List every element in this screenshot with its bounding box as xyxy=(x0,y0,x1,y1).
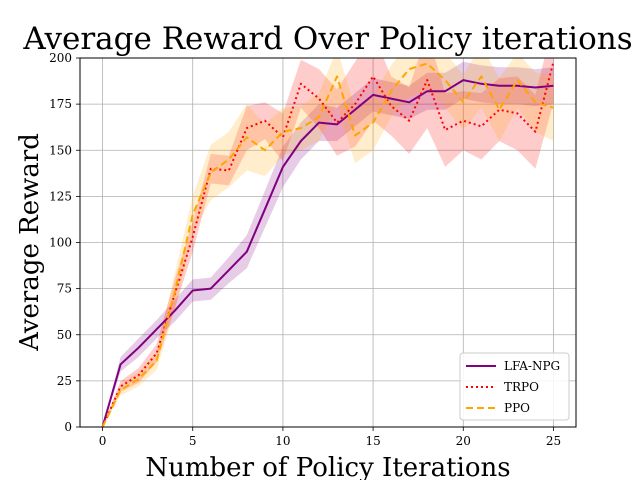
axis-ticks: 0 5 10 15 20 25 0 25 50 75 100 125 150 175 200 xyxy=(49,51,561,448)
band-lfa-npg xyxy=(102,61,554,427)
legend: LFA-NPG TRPO PPO xyxy=(459,352,570,421)
grid xyxy=(80,57,576,428)
y-tick-label: 75 xyxy=(57,282,72,296)
y-tick-label: 25 xyxy=(57,374,72,388)
series-lines xyxy=(101,61,555,427)
band-trpo xyxy=(102,58,554,427)
legend-label: TRPO xyxy=(504,380,539,394)
x-tick-label: 0 xyxy=(99,434,107,448)
series-line-lfa-npg xyxy=(101,79,554,427)
band-ppo xyxy=(102,58,554,427)
y-tick-label: 200 xyxy=(49,51,72,65)
x-tick-label: 25 xyxy=(546,434,561,448)
series-line-ppo xyxy=(101,62,554,427)
confidence-bands xyxy=(102,58,554,427)
y-tick-label: 150 xyxy=(49,143,72,157)
chart-title: Average Reward Over Policy iterations xyxy=(22,21,632,57)
y-tick-label: 100 xyxy=(49,236,72,250)
legend-frame xyxy=(459,352,570,421)
series-line-trpo xyxy=(101,61,555,427)
y-tick-label: 125 xyxy=(49,189,72,203)
x-tick-label: 10 xyxy=(275,434,290,448)
x-axis-label: Number of Policy Iterations xyxy=(145,453,510,480)
x-tick-label: 5 xyxy=(189,434,197,448)
y-tick-label: 50 xyxy=(57,328,72,342)
legend-label: LFA-NPG xyxy=(504,359,560,373)
legend-label: PPO xyxy=(504,401,530,415)
y-tick-label: 175 xyxy=(49,97,72,111)
y-tick-label: 0 xyxy=(64,420,72,434)
y-axis-label: Average Reward xyxy=(15,133,45,352)
x-tick-label: 15 xyxy=(365,434,380,448)
x-tick-label: 20 xyxy=(456,434,471,448)
